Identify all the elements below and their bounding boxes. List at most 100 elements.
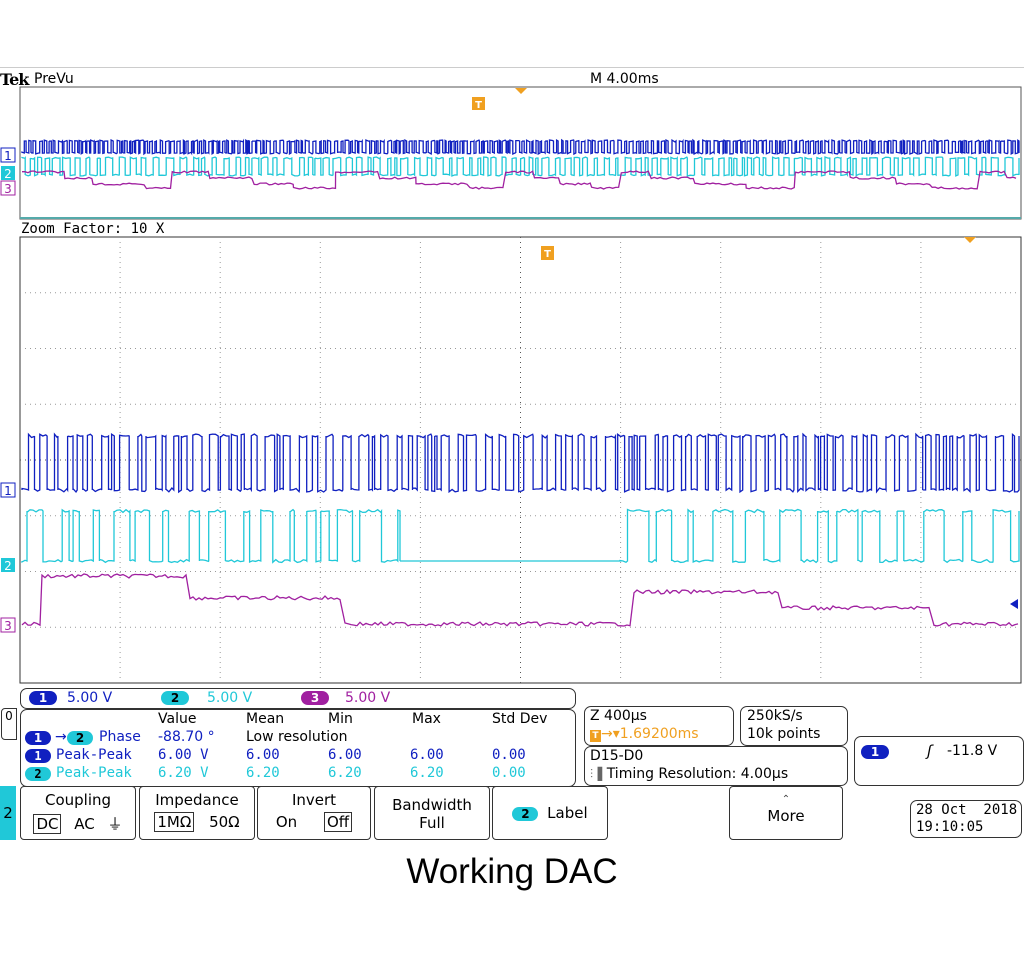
trigger-info-box[interactable]: 1 ʃ -11.8 V bbox=[854, 736, 1024, 786]
main-timebase: M 4.00ms bbox=[590, 71, 659, 87]
measurement-max: 6.20 bbox=[410, 765, 444, 781]
coupling-dc-option[interactable]: DC bbox=[33, 814, 62, 834]
impedance-1mohm-option[interactable]: 1MΩ bbox=[154, 812, 195, 832]
measurement-mean: 6.20 bbox=[246, 765, 280, 781]
trigger-position-icon: T bbox=[590, 730, 601, 742]
coupling-title: Coupling bbox=[44, 791, 112, 809]
zoom-graticule[interactable]: T 1 2 3 bbox=[0, 236, 1024, 686]
ch3-scale-value[interactable]: 5.00 V bbox=[345, 690, 391, 706]
invert-off-option[interactable]: Off bbox=[323, 812, 353, 832]
bandwidth-title: Bandwidth bbox=[392, 796, 472, 814]
zoom-position-pointer bbox=[964, 237, 976, 243]
label-softkey[interactable]: 2 Label bbox=[492, 786, 608, 840]
impedance-title: Impedance bbox=[155, 791, 239, 809]
trigger-source-badge: 1 bbox=[861, 745, 889, 759]
measurement-mean: 6.00 bbox=[246, 747, 280, 763]
zoom-position: T →▾1.69200ms bbox=[590, 726, 699, 742]
zoom-info-box[interactable]: Z 400µs T →▾1.69200ms bbox=[584, 706, 734, 746]
overview-trigger-marker[interactable] bbox=[472, 97, 485, 110]
figure-caption: Working DAC bbox=[406, 852, 618, 891]
channel-scale-bar: 1 5.00 V 2 5.00 V 3 5.00 V bbox=[20, 688, 576, 709]
impedance-50ohm-option[interactable]: 50Ω bbox=[209, 813, 240, 831]
ch1-ground-marker[interactable]: 1 bbox=[0, 482, 16, 498]
ch2-ground-marker[interactable]: 2 bbox=[1, 558, 15, 573]
timing-resolution: ⫶▐ Timing Resolution: 4.00µs bbox=[590, 766, 789, 782]
overview-ch3-marker[interactable]: 3 bbox=[0, 180, 16, 196]
coupling-ac-option[interactable]: AC bbox=[74, 815, 95, 833]
more-softkey[interactable]: ⌃ More bbox=[729, 786, 843, 840]
digital-info-box[interactable]: D15-D0 ⫶▐ Timing Resolution: 4.00µs bbox=[584, 746, 848, 786]
svg-text:3: 3 bbox=[4, 619, 12, 633]
ch1-trace bbox=[21, 432, 1020, 494]
measurement-header-mean: Mean bbox=[246, 711, 285, 727]
rising-edge-icon: ʃ bbox=[927, 742, 933, 760]
impedance-softkey[interactable]: Impedance 1MΩ 50Ω bbox=[139, 786, 255, 840]
measurement-header-stddev: Std Dev bbox=[492, 711, 548, 727]
measurement-header-value: Value bbox=[158, 711, 197, 727]
svg-text:2: 2 bbox=[4, 167, 12, 181]
ch3-ground-marker[interactable]: 3 bbox=[0, 617, 16, 633]
trigger-level-pointer[interactable] bbox=[1010, 599, 1018, 609]
acquisition-mode: PreVu bbox=[34, 71, 74, 87]
record-length: 10k points bbox=[747, 726, 821, 742]
label-channel-badge: 2 bbox=[512, 807, 539, 821]
measurement-row-ch2-pkpk[interactable]: 2 Peak-Peak 6.20 V 6.20 6.20 6.20 0.00 bbox=[25, 765, 565, 783]
date-time-box: 28 Oct 2018 19:10:05 bbox=[910, 800, 1022, 838]
ground-reference-marker: 0 bbox=[1, 708, 17, 740]
digital-bus-icon: ⫶▐ bbox=[590, 767, 603, 781]
overview-ch2-trace bbox=[21, 155, 1020, 178]
measurement-value: 6.00 V bbox=[158, 747, 209, 763]
svg-text:2: 2 bbox=[4, 559, 12, 573]
measurement-name: Phase bbox=[99, 729, 141, 745]
zoom-trigger-marker[interactable] bbox=[541, 246, 554, 260]
measurement-min: 6.00 bbox=[328, 747, 362, 763]
acquisition-info-box[interactable]: 250kS/s 10k points bbox=[740, 706, 848, 746]
ground-icon[interactable]: ⏚ bbox=[107, 815, 123, 833]
bandwidth-value: Full bbox=[419, 814, 445, 832]
measurement-max: 6.00 bbox=[410, 747, 444, 763]
measurement-stddev: 0.00 bbox=[492, 747, 526, 763]
more-label: More bbox=[767, 807, 805, 825]
measurement-row-ch1-pkpk[interactable]: 1 Peak-Peak 6.00 V 6.00 6.00 6.00 0.00 bbox=[25, 747, 565, 765]
invert-softkey[interactable]: Invert On Off bbox=[257, 786, 371, 840]
ch2-scale-badge[interactable]: 2 bbox=[161, 691, 189, 705]
zoom-trigger-label: T bbox=[544, 249, 551, 260]
measurement-value: -88.70 ° bbox=[158, 729, 215, 745]
invert-on-option[interactable]: On bbox=[275, 813, 298, 831]
ch1-scale-badge[interactable]: 1 bbox=[29, 691, 57, 705]
overview-trigger-label: T bbox=[475, 100, 482, 111]
zoom-scale: Z 400µs bbox=[590, 708, 647, 724]
time: 19:10:05 bbox=[916, 819, 984, 835]
measurement-name: Peak-Peak bbox=[56, 747, 132, 763]
digital-channels: D15-D0 bbox=[590, 748, 644, 764]
measurement-stddev: 0.00 bbox=[492, 765, 526, 781]
coupling-softkey[interactable]: Coupling DC AC ⏚ bbox=[20, 786, 136, 840]
measurement-name: Peak-Peak bbox=[56, 765, 132, 781]
measurement-value: 6.20 V bbox=[158, 765, 209, 781]
measurement-note: Low resolution bbox=[246, 729, 348, 745]
svg-text:3: 3 bbox=[4, 182, 12, 196]
measurement-min: 6.20 bbox=[328, 765, 362, 781]
arrow-icon: →▾ bbox=[601, 726, 620, 742]
header-divider bbox=[0, 67, 1024, 68]
overview-ch1-marker[interactable]: 1 bbox=[0, 147, 16, 163]
measurement-row-phase[interactable]: 1 → 2 Phase -88.70 ° Low resolution bbox=[25, 729, 565, 747]
ch1-scale-value[interactable]: 5.00 V bbox=[67, 690, 113, 706]
label-text: Label bbox=[547, 804, 588, 822]
ch2-trace bbox=[21, 508, 1020, 564]
menu-channel-tab[interactable]: 2 bbox=[0, 786, 16, 840]
brand-logo: Tek bbox=[0, 70, 29, 89]
ch3-scale-badge[interactable]: 3 bbox=[301, 691, 329, 705]
ch2-scale-value[interactable]: 5.00 V bbox=[207, 690, 253, 706]
measurement-header-min: Min bbox=[328, 711, 353, 727]
measurement-panel: Value Mean Min Max Std Dev 1 → 2 Phase -… bbox=[20, 709, 576, 787]
svg-text:1: 1 bbox=[4, 484, 12, 498]
measurement-header-max: Max bbox=[412, 711, 441, 727]
overview-graticule[interactable]: T 1 2 3 bbox=[0, 86, 1024, 222]
bandwidth-softkey[interactable]: Bandwidth Full bbox=[374, 786, 490, 840]
invert-title: Invert bbox=[291, 791, 337, 809]
more-arrow-icon: ⌃ bbox=[781, 794, 791, 805]
overview-ch2-marker[interactable]: 2 bbox=[1, 166, 15, 181]
overview-ch1-trace bbox=[21, 138, 1020, 156]
trigger-level: -11.8 V bbox=[947, 743, 998, 759]
